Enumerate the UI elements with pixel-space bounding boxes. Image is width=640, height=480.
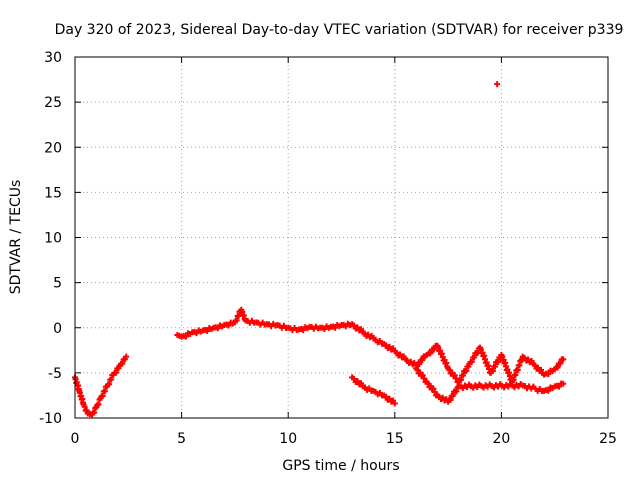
data-marker	[108, 376, 115, 383]
data-point	[391, 400, 398, 407]
data-marker	[554, 364, 561, 371]
data-marker	[471, 354, 478, 361]
data-marker	[358, 380, 365, 387]
data-marker	[354, 378, 361, 385]
y-axis-label: SDTVAR / TECUs	[8, 180, 24, 295]
data-marker	[91, 409, 98, 416]
data-marker	[531, 362, 538, 369]
x-tick-label: 5	[177, 431, 186, 447]
data-marker	[106, 381, 113, 388]
tick-labels: 0 5 10 15 20 25 -10 -5 0 5 10 15 20 25 30	[39, 50, 617, 447]
data-point	[560, 356, 567, 363]
data-marker	[427, 350, 434, 357]
data-marker	[182, 333, 189, 340]
data-marker	[468, 358, 475, 365]
data-marker	[453, 375, 460, 382]
data-marker	[430, 385, 437, 392]
data-marker	[534, 364, 541, 371]
data-marker	[419, 357, 426, 364]
data-marker	[557, 360, 564, 367]
data-marker	[555, 383, 562, 390]
data-marker	[492, 363, 499, 370]
x-axis-label: GPS time / hours	[282, 458, 399, 474]
data-marker	[447, 396, 454, 403]
data-marker	[112, 369, 119, 376]
data-marker	[419, 372, 426, 379]
data-marker	[430, 346, 437, 353]
y-tick-label: 15	[44, 185, 62, 201]
data-points	[72, 81, 567, 418]
data-marker	[489, 367, 496, 374]
y-tick-label: 25	[44, 95, 62, 111]
data-marker	[449, 392, 456, 399]
data-marker	[83, 407, 90, 414]
y-tick-label: 10	[44, 231, 62, 247]
x-tick-label: 0	[71, 431, 80, 447]
data-marker	[537, 366, 544, 373]
data-point	[560, 380, 567, 387]
data-marker	[421, 375, 428, 382]
data-marker	[431, 389, 438, 396]
x-tick-label: 25	[599, 431, 617, 447]
data-point	[494, 81, 501, 88]
y-tick-label: -10	[39, 411, 62, 427]
data-marker	[457, 376, 464, 383]
grid-lines	[75, 57, 608, 418]
chart-title: Day 320 of 2023, Sidereal Day-to-day VTE…	[55, 22, 624, 38]
data-marker	[416, 361, 423, 368]
y-tick-label: -5	[48, 366, 62, 382]
data-marker	[99, 392, 106, 399]
y-tick-label: 5	[53, 276, 62, 292]
data-marker	[495, 358, 502, 365]
data-marker	[460, 372, 467, 379]
data-marker	[95, 401, 102, 408]
axis-ticks	[74, 56, 609, 419]
y-tick-label: 30	[44, 50, 62, 66]
data-marker	[101, 388, 108, 395]
data-marker	[81, 403, 88, 410]
data-marker	[453, 388, 460, 395]
data-marker	[451, 372, 458, 379]
data-marker	[545, 371, 552, 378]
y-tick-label: 20	[44, 140, 62, 156]
x-tick-label: 20	[492, 431, 510, 447]
data-marker	[350, 375, 357, 382]
x-tick-label: 15	[386, 431, 404, 447]
y-tick-label: 0	[53, 321, 62, 337]
data-point	[123, 353, 130, 360]
data-marker	[463, 367, 470, 374]
plot-frame	[74, 56, 609, 419]
x-tick-label: 10	[279, 431, 297, 447]
data-marker	[545, 387, 552, 394]
data-marker	[119, 360, 126, 367]
